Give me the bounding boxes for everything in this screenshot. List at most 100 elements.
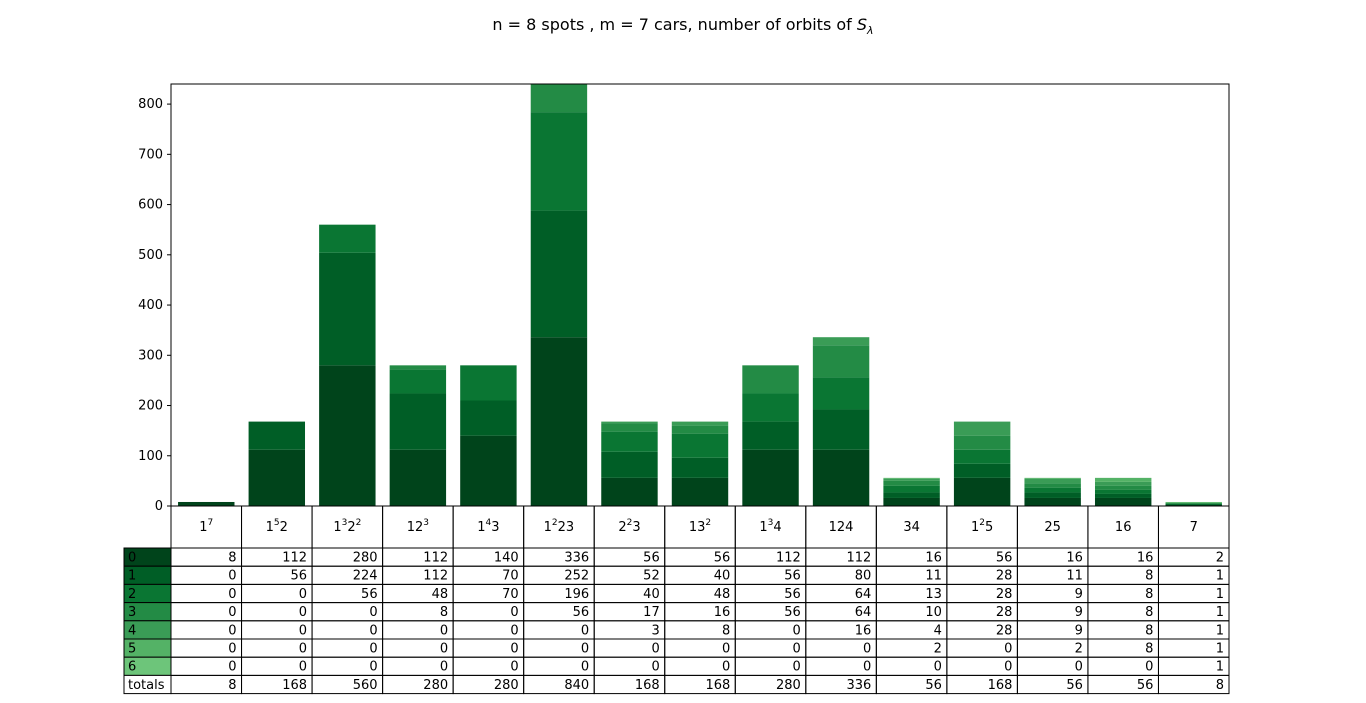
category-label: 17	[199, 518, 213, 535]
bar-segment	[953, 435, 1011, 450]
table-cell-value: 0	[510, 642, 518, 657]
category-label: 134	[759, 518, 781, 535]
chart-title: n = 8 spots , m = 7 cars, number of orbi…	[492, 15, 873, 37]
table-cell-value: 56	[784, 605, 801, 620]
bar-segment	[1165, 502, 1222, 503]
table-cell-value: 336	[847, 678, 872, 693]
table-cell-value: 112	[847, 551, 872, 566]
bar-segment	[319, 365, 376, 506]
row-label: 3	[128, 605, 136, 620]
table-cell-value: 1	[1216, 660, 1224, 675]
bar-segment	[883, 497, 940, 506]
table-cell-value: 0	[863, 660, 871, 675]
bar-segment	[460, 400, 517, 436]
y-tick-label: 300	[138, 348, 163, 363]
bar-segment	[248, 421, 306, 450]
bar-segment	[883, 478, 940, 481]
category-label: 152	[266, 518, 288, 535]
bar-segment	[1165, 502, 1222, 504]
bar-segment	[742, 449, 799, 506]
table-cell-value: 0	[1145, 660, 1153, 675]
bar-segment	[389, 449, 447, 506]
table-cell-value: 56	[361, 587, 378, 602]
category-label: 1223	[544, 518, 575, 535]
table-cell-value: 52	[643, 569, 660, 584]
table-cell-value: 0	[510, 605, 518, 620]
bar-segment	[1165, 504, 1222, 506]
table-cell-value: 140	[494, 551, 519, 566]
table-cell-value: 0	[228, 587, 236, 602]
table-cell-value: 0	[369, 642, 377, 657]
table-cell-value: 112	[776, 551, 801, 566]
table-cell-value: 1	[1216, 623, 1224, 638]
table-cell-value: 168	[282, 678, 307, 693]
table-cell-value: 9	[1075, 587, 1083, 602]
table-cell-value: 8	[1216, 678, 1224, 693]
y-tick-label: 600	[138, 198, 163, 213]
table-cell-value: 40	[643, 587, 660, 602]
row-label: 0	[128, 551, 136, 566]
table-cell-value: 336	[564, 551, 589, 566]
bar-segment	[953, 421, 1011, 436]
table-cell-value: 2	[1075, 642, 1083, 657]
category-label: 123	[407, 518, 429, 535]
table-cell-value: 8	[1145, 623, 1153, 638]
bar-segment	[742, 421, 799, 450]
row-label: 5	[128, 642, 136, 657]
bar-segment	[883, 492, 940, 498]
table-cell-value: 56	[714, 551, 731, 566]
y-axis: 0 100 200 300 400 500 600 700 800	[138, 97, 171, 514]
bar-segment	[671, 421, 729, 426]
bar-segment	[530, 84, 588, 113]
table-cell-value: 56	[996, 551, 1013, 566]
table-cell-value: 56	[1066, 678, 1083, 693]
bar-segment	[812, 377, 870, 410]
table-cell-value: 48	[432, 587, 449, 602]
bar-segment	[1094, 481, 1152, 486]
category-label: 25	[1044, 520, 1061, 535]
bar-segment	[460, 435, 517, 506]
bar-segment	[530, 337, 588, 506]
bar-segment	[601, 421, 658, 424]
bar-segment	[1024, 477, 1081, 479]
table-cell-value: 560	[353, 678, 378, 693]
bar-segment	[812, 337, 870, 346]
table-cell-value: 0	[722, 642, 730, 657]
table-cell-value: 28	[996, 587, 1013, 602]
table-cell-value: 0	[299, 660, 307, 675]
table-cell-value: 0	[581, 642, 589, 657]
table-cell-value: 0	[440, 660, 448, 675]
table-cell-value: 168	[635, 678, 660, 693]
table-cell-value: 4	[934, 623, 942, 638]
table-cell-value: 1	[1216, 569, 1224, 584]
table-cell-value: 0	[1004, 642, 1012, 657]
bar-segment	[178, 501, 235, 506]
bar-segment	[1094, 485, 1152, 490]
table-cell-value: 0	[228, 642, 236, 657]
table-cell-value: 0	[793, 623, 801, 638]
table-cell-value: 9	[1075, 605, 1083, 620]
table-cell-value: 56	[291, 569, 308, 584]
table-cell-value: 17	[643, 605, 660, 620]
table-cell-value: 112	[423, 569, 448, 584]
table-cell-value: 3	[651, 623, 659, 638]
y-tick-label: 700	[138, 147, 163, 162]
table-cell-value: 8	[228, 678, 236, 693]
bar-segment	[1165, 504, 1222, 505]
table-cell-value: 280	[776, 678, 801, 693]
data-table: 17 152 1322 123 143 1223 223 132 134 124 34 125 25 16…	[123, 505, 1230, 695]
table-cell-value: 0	[1004, 660, 1012, 675]
table-cell-value: 0	[228, 569, 236, 584]
category-label: 1322	[333, 518, 361, 535]
table-cell-value: 0	[369, 623, 377, 638]
table-cell-value: 280	[494, 678, 519, 693]
table-cell-value: 56	[784, 587, 801, 602]
bar-segment	[883, 480, 940, 486]
table-cell-value: 0	[793, 660, 801, 675]
bar-segment	[812, 409, 870, 450]
bar-segment	[460, 365, 517, 401]
bar-segment	[601, 451, 658, 478]
bar-segment	[1165, 503, 1222, 504]
table-cell-value: 8	[1145, 569, 1153, 584]
